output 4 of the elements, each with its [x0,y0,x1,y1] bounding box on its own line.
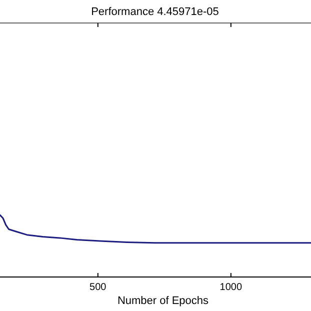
chart-title: Performance 4.45971e-05 [91,6,219,18]
x-tick-label: 500 [90,282,107,293]
x-axis-title: Number of Epochs [117,295,210,307]
x-tick-label: 1000 [220,282,242,293]
